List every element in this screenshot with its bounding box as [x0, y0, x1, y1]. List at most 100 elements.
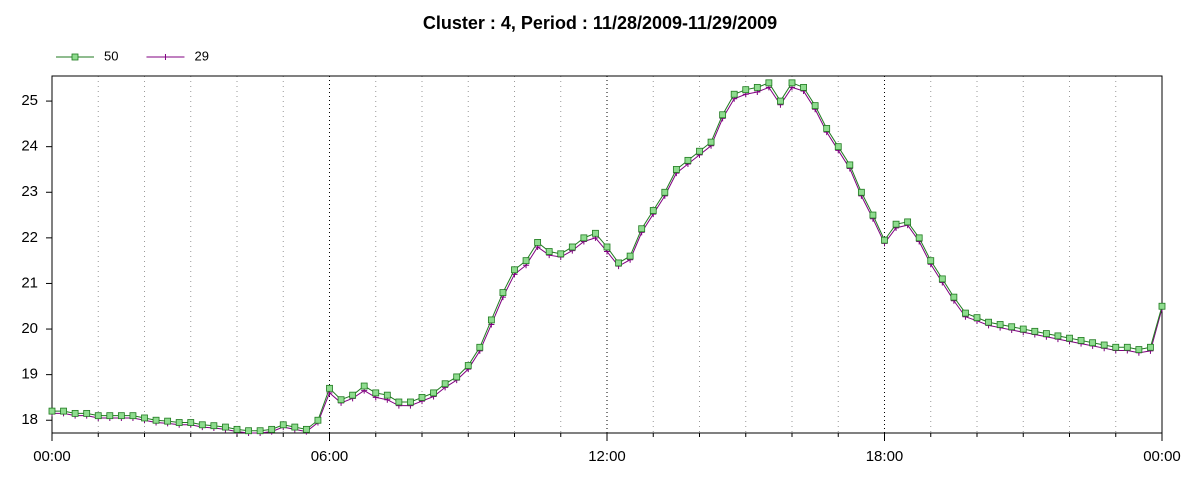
marker	[973, 314, 981, 322]
marker	[326, 384, 333, 392]
marker	[71, 53, 79, 61]
marker	[162, 54, 169, 60]
marker	[1066, 334, 1073, 342]
marker	[1135, 346, 1143, 353]
marker	[996, 321, 1004, 328]
y-tick-label: 22	[21, 229, 38, 246]
marker	[985, 318, 992, 326]
marker	[302, 425, 310, 433]
marker	[48, 407, 56, 415]
marker	[430, 389, 437, 397]
marker	[730, 90, 738, 98]
marker	[892, 220, 900, 228]
marker	[881, 236, 888, 244]
marker	[71, 409, 79, 417]
marker	[256, 427, 264, 435]
marker	[233, 425, 241, 433]
marker	[106, 412, 114, 420]
marker	[1123, 343, 1131, 351]
marker	[1089, 339, 1097, 347]
marker	[187, 419, 195, 426]
marker	[291, 423, 299, 431]
marker	[279, 421, 287, 429]
y-tick-label: 18	[21, 411, 38, 428]
marker	[534, 239, 542, 246]
marker	[696, 147, 703, 155]
marker	[557, 250, 565, 258]
y-tick-label: 19	[21, 366, 38, 383]
marker	[1008, 323, 1016, 331]
marker	[441, 380, 449, 388]
marker	[94, 412, 102, 420]
marker	[904, 218, 912, 226]
marker	[198, 421, 206, 429]
marker	[568, 243, 576, 251]
marker	[638, 225, 646, 233]
marker	[938, 275, 946, 283]
plot-frame	[51, 75, 1163, 434]
marker	[592, 229, 599, 237]
chart-title: Cluster : 4, Period : 11/28/2009-11/29/2…	[423, 13, 777, 33]
marker	[1019, 325, 1027, 333]
y-tick-label: 20	[21, 320, 38, 337]
marker	[545, 248, 553, 255]
x-tick-label: 06:00	[311, 448, 349, 465]
marker	[175, 419, 183, 426]
marker	[222, 423, 229, 431]
y-tick-label: 23	[21, 183, 38, 200]
legend-label: 50	[104, 48, 118, 63]
marker	[834, 143, 842, 151]
marker	[522, 257, 530, 265]
marker	[765, 79, 773, 87]
y-tick-label: 25	[21, 92, 38, 109]
legend-label: 29	[194, 48, 208, 63]
y-tick-label: 21	[21, 274, 38, 291]
marker	[869, 211, 877, 219]
marker	[857, 188, 865, 196]
marker	[846, 161, 854, 169]
marker	[753, 83, 761, 91]
marker	[141, 414, 148, 422]
marker	[418, 394, 426, 401]
x-tick-label: 18:00	[866, 448, 904, 465]
marker	[1100, 341, 1108, 349]
marker	[60, 407, 67, 415]
marker	[117, 412, 125, 420]
marker	[337, 396, 345, 404]
x-tick-label: 00:00	[1143, 448, 1181, 465]
marker	[962, 309, 969, 317]
marker	[1112, 343, 1120, 351]
marker	[395, 398, 403, 406]
marker	[672, 166, 680, 173]
marker	[129, 412, 137, 420]
marker	[407, 398, 414, 406]
marker	[915, 234, 923, 242]
marker	[268, 425, 276, 433]
x-tick-label: 00:00	[33, 448, 71, 465]
marker	[626, 252, 634, 260]
marker	[383, 391, 391, 399]
marker	[603, 243, 611, 251]
marker	[245, 427, 252, 435]
marker	[719, 111, 727, 119]
marker	[314, 416, 322, 424]
marker	[615, 259, 622, 267]
marker	[950, 293, 958, 301]
marker	[1054, 332, 1062, 340]
marker	[487, 316, 495, 324]
marker	[152, 416, 160, 424]
marker	[777, 97, 784, 105]
marker	[349, 391, 357, 399]
marker	[1147, 343, 1154, 351]
marker	[649, 207, 657, 214]
marker	[1031, 327, 1039, 335]
marker	[742, 86, 750, 94]
marker	[1158, 302, 1166, 310]
marker	[164, 417, 172, 425]
marker	[499, 289, 507, 296]
marker	[1077, 337, 1085, 344]
marker	[661, 188, 669, 196]
y-tick-label: 24	[21, 138, 38, 155]
marker	[476, 343, 484, 351]
